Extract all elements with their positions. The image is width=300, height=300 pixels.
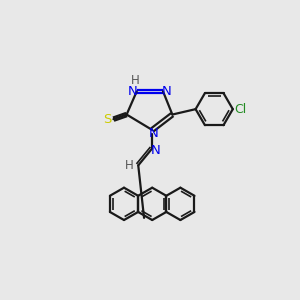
Text: N: N xyxy=(162,85,172,98)
Text: H: H xyxy=(131,74,140,87)
Text: N: N xyxy=(151,144,161,157)
Text: S: S xyxy=(103,113,111,126)
Text: H: H xyxy=(124,159,133,172)
Text: N: N xyxy=(149,127,159,140)
Text: N: N xyxy=(128,85,138,98)
Text: Cl: Cl xyxy=(234,103,247,116)
